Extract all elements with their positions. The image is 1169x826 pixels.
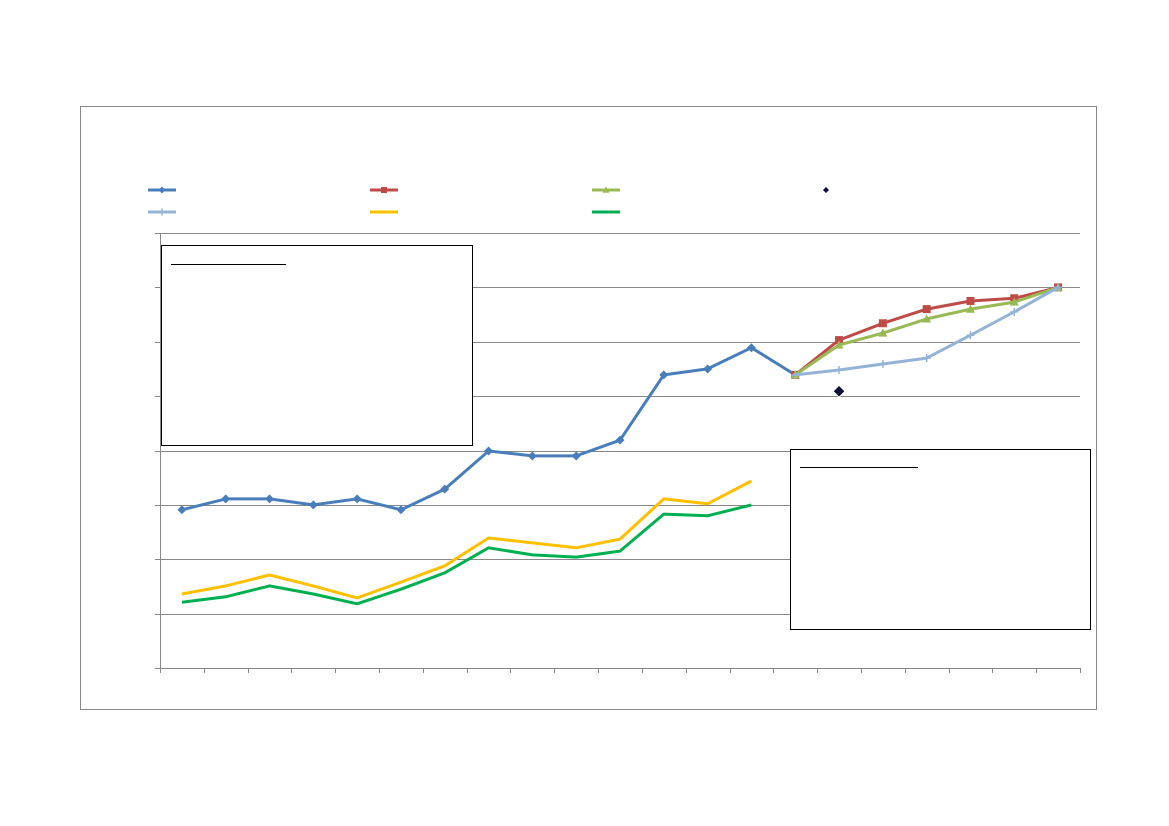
series-line: [181, 503, 752, 606]
marker: [440, 484, 450, 494]
marker: [221, 494, 231, 504]
marker: [835, 336, 844, 345]
marker: [922, 305, 931, 314]
marker: [396, 505, 406, 515]
marker: [352, 494, 362, 504]
marker: [659, 370, 669, 380]
series-line: [181, 479, 753, 600]
marker: [878, 319, 887, 328]
marker: [177, 505, 187, 515]
marker: [615, 435, 625, 445]
marker: [823, 187, 829, 193]
marker: [158, 208, 166, 216]
marker: [922, 314, 932, 323]
marker: [571, 451, 581, 461]
marker: [381, 187, 387, 193]
marker: [1010, 307, 1019, 316]
marker: [922, 354, 931, 363]
legend: [148, 186, 829, 216]
marker: [834, 340, 844, 349]
marker: [878, 328, 888, 337]
text-box: [790, 449, 1091, 630]
marker: [1009, 297, 1019, 306]
marker: [746, 343, 756, 353]
marker: [966, 331, 975, 340]
marker: [878, 360, 887, 369]
marker: [791, 370, 800, 379]
marker: [966, 296, 975, 305]
marker: [835, 366, 844, 375]
marker: [832, 384, 846, 398]
marker: [484, 446, 494, 456]
marker: [1054, 283, 1063, 292]
marker: [703, 364, 713, 374]
marker: [965, 304, 975, 313]
marker: [527, 451, 537, 461]
marker: [265, 494, 275, 504]
text-box: [161, 245, 473, 446]
text-boxes: [161, 245, 1091, 630]
marker: [158, 186, 166, 194]
marker: [308, 500, 318, 510]
marker: [602, 186, 610, 193]
